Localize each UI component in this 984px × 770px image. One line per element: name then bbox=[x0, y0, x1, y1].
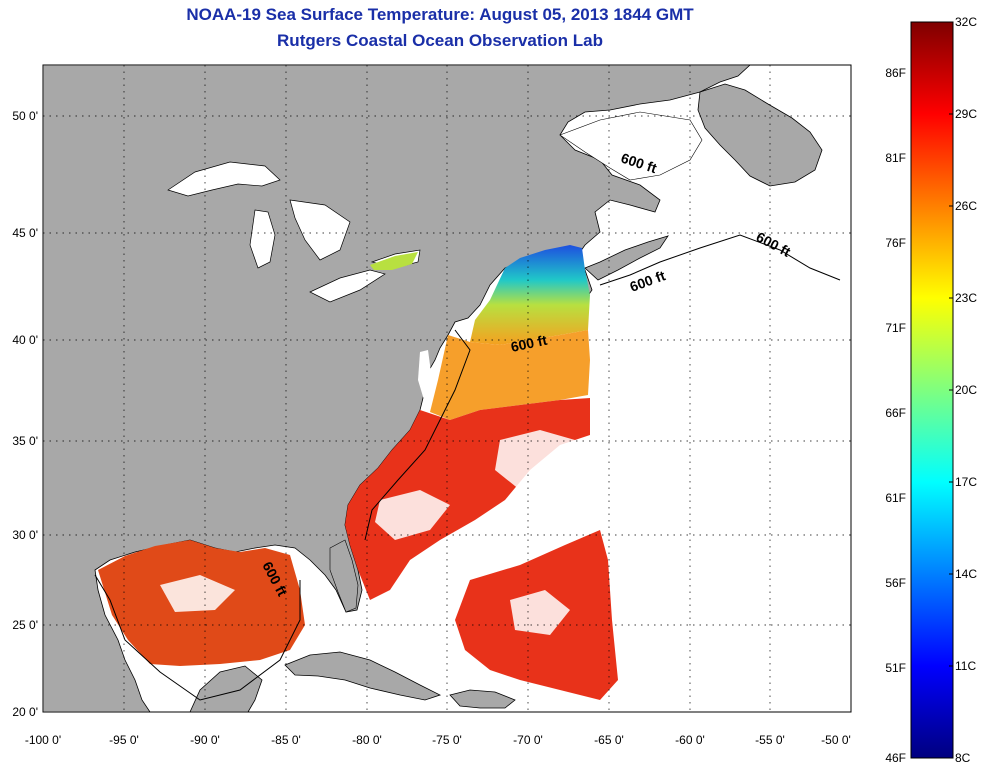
isobath-600ft bbox=[94, 574, 301, 701]
colorbar-fahrenheit-label: 51F bbox=[885, 661, 906, 675]
colorbar-celsius-label: 17C bbox=[955, 475, 977, 489]
land-newfoundland bbox=[697, 83, 823, 187]
isobath-600ft bbox=[599, 234, 841, 286]
lat-tick-label: 20 0' bbox=[12, 705, 38, 719]
cloud-gap bbox=[375, 490, 450, 540]
lake-huron bbox=[289, 199, 351, 261]
gulf-st-lawrence bbox=[559, 111, 703, 181]
colorbar-celsius-label: 23C bbox=[955, 291, 977, 305]
depth-label: 600 ft bbox=[509, 332, 548, 355]
colorbar-fahrenheit-label: 61F bbox=[885, 491, 906, 505]
land-hispaniola bbox=[449, 689, 516, 709]
colorbar-celsius-label: 32C bbox=[955, 15, 977, 29]
florida-peninsula bbox=[329, 539, 359, 613]
lake-erie bbox=[309, 269, 386, 303]
colorbar-celsius-label: 20C bbox=[955, 383, 977, 397]
colorbar-celsius-label: 8C bbox=[955, 751, 971, 765]
colorbar-fahrenheit-label: 76F bbox=[885, 236, 906, 250]
colorbar-celsius-label: 26C bbox=[955, 199, 977, 213]
colorbar-celsius-label: 14C bbox=[955, 567, 977, 581]
chesapeake-bay bbox=[418, 350, 432, 400]
map-title: NOAA-19 Sea Surface Temperature: August … bbox=[186, 5, 694, 24]
colorbar-labels: 32C 29C 26C 23C 20C 17C 14C 11C 8C 86F 81F 76F 71F 66… bbox=[885, 15, 977, 765]
lat-tick-label: 30 0' bbox=[12, 528, 38, 542]
lon-tick-label: -80 0' bbox=[352, 733, 382, 747]
lon-tick-label: -100 0' bbox=[25, 733, 61, 747]
lon-tick-label: -65 0' bbox=[594, 733, 624, 747]
lon-tick-label: -95 0' bbox=[109, 733, 139, 747]
sst-mid-atlantic bbox=[430, 330, 590, 420]
lon-tick-label: -50 0' bbox=[821, 733, 851, 747]
lat-tick-label: 25 0' bbox=[12, 618, 38, 632]
land-nova-scotia bbox=[584, 235, 669, 281]
lon-tick-label: -75 0' bbox=[432, 733, 462, 747]
lat-tick-label: 40 0' bbox=[12, 333, 38, 347]
graticule bbox=[43, 65, 851, 712]
lat-tick-label: 45 0' bbox=[12, 226, 38, 240]
colorbar-fahrenheit-label: 46F bbox=[885, 751, 906, 765]
lake-superior bbox=[167, 161, 281, 197]
lake-michigan bbox=[249, 209, 276, 269]
map-subtitle: Rutgers Coastal Ocean Observation Lab bbox=[277, 31, 603, 50]
lat-tick-label: 35 0' bbox=[12, 434, 38, 448]
colorbar-fahrenheit-label: 86F bbox=[885, 66, 906, 80]
isobath-600ft bbox=[364, 329, 471, 541]
colorbar-fahrenheit-label: 71F bbox=[885, 321, 906, 335]
lat-tick-label: 50 0' bbox=[12, 109, 38, 123]
land-yucatan bbox=[189, 665, 263, 712]
colorbar-fahrenheit-label: 81F bbox=[885, 151, 906, 165]
temperature-colorbar bbox=[910, 21, 954, 759]
lon-tick-label: -60 0' bbox=[675, 733, 705, 747]
lon-tick-label: -90 0' bbox=[190, 733, 220, 747]
sst-gulf-of-maine bbox=[470, 245, 590, 345]
cloud-gap bbox=[160, 575, 235, 612]
cloud-gap bbox=[510, 590, 570, 635]
cloud-gap bbox=[495, 430, 575, 490]
colorbar-celsius-label: 29C bbox=[955, 107, 977, 121]
sst-lake-erie bbox=[370, 252, 418, 270]
lon-tick-label: -70 0' bbox=[513, 733, 543, 747]
colorbar-celsius-label: 11C bbox=[955, 659, 976, 673]
lon-tick-label: -85 0' bbox=[271, 733, 301, 747]
lon-tick-label: -55 0' bbox=[755, 733, 785, 747]
colorbar-fahrenheit-label: 56F bbox=[885, 576, 906, 590]
land-cuba bbox=[284, 651, 442, 701]
colorbar-fahrenheit-label: 66F bbox=[885, 406, 906, 420]
